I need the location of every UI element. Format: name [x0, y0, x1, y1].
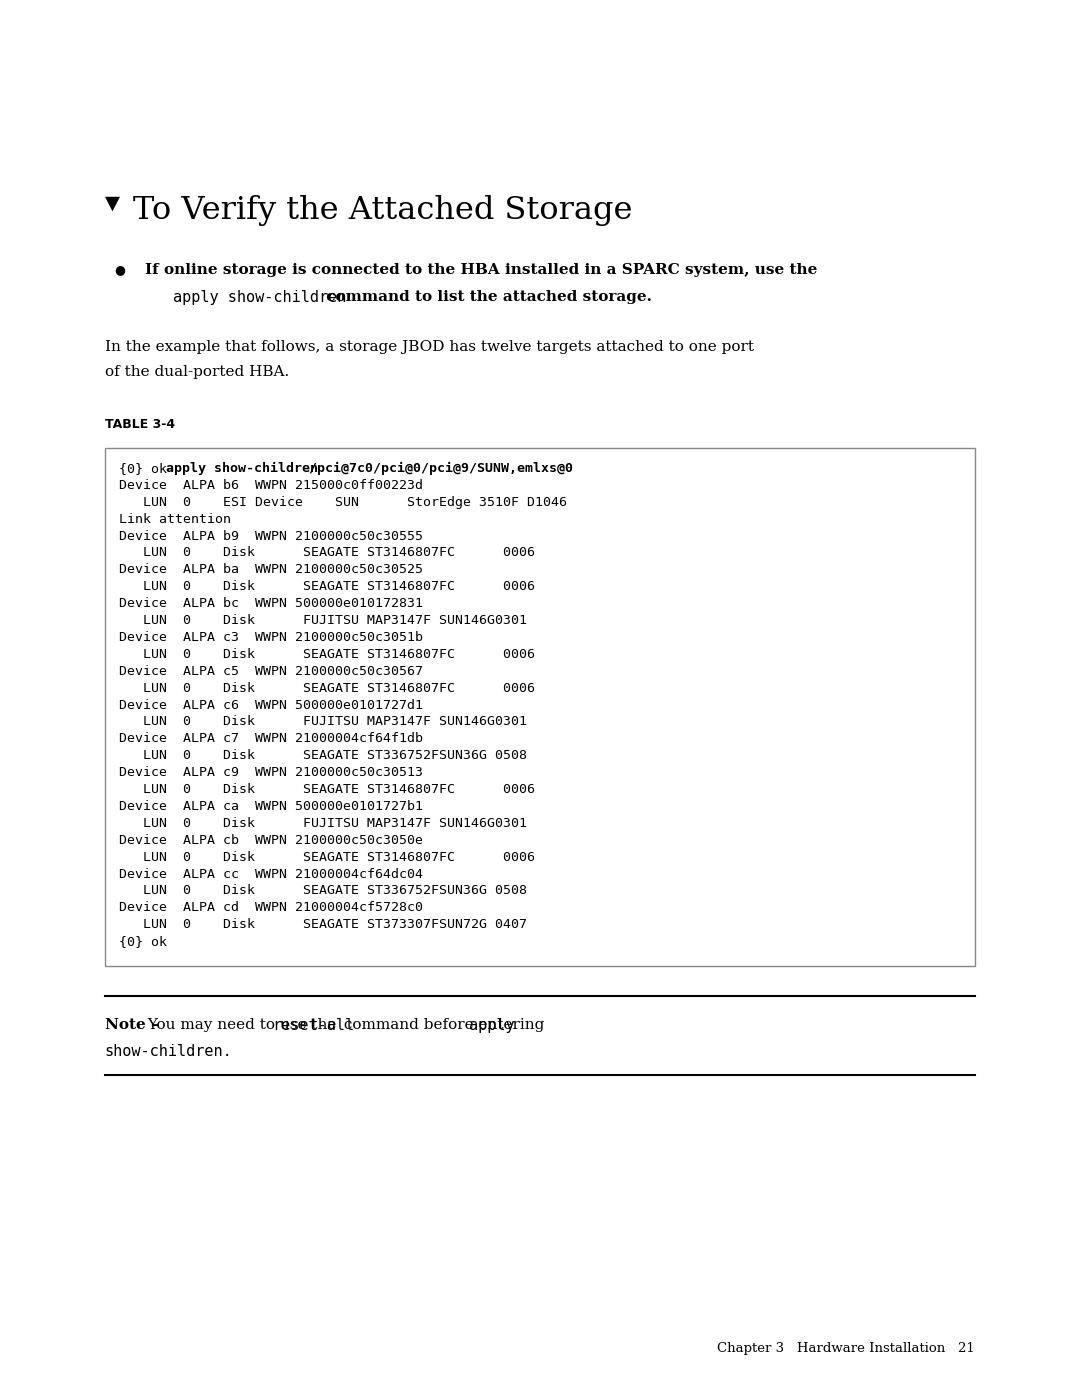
Text: LUN  0    Disk      SEAGATE ST3146807FC      0006: LUN 0 Disk SEAGATE ST3146807FC 0006 [119, 682, 535, 694]
Text: LUN  0    Disk      FUJITSU MAP3147F SUN146G0301: LUN 0 Disk FUJITSU MAP3147F SUN146G0301 [119, 715, 527, 728]
Text: LUN  0    Disk      SEAGATE ST3146807FC      0006: LUN 0 Disk SEAGATE ST3146807FC 0006 [119, 784, 535, 796]
Text: Device  ALPA cb  WWPN 2100000c50c3050e: Device ALPA cb WWPN 2100000c50c3050e [119, 834, 422, 847]
Text: LUN  0    Disk      SEAGATE ST336752FSUN36G 0508: LUN 0 Disk SEAGATE ST336752FSUN36G 0508 [119, 884, 527, 897]
Text: Device  ALPA cc  WWPN 21000004cf64dc04: Device ALPA cc WWPN 21000004cf64dc04 [119, 868, 422, 880]
Text: Device  ALPA c3  WWPN 2100000c50c3051b: Device ALPA c3 WWPN 2100000c50c3051b [119, 631, 422, 644]
Text: Device  ALPA cd  WWPN 21000004cf5728c0: Device ALPA cd WWPN 21000004cf5728c0 [119, 901, 422, 914]
Text: LUN  0    Disk      SEAGATE ST3146807FC      0006: LUN 0 Disk SEAGATE ST3146807FC 0006 [119, 580, 535, 594]
Text: Device  ALPA ba  WWPN 2100000c50c30525: Device ALPA ba WWPN 2100000c50c30525 [119, 563, 422, 577]
Text: Chapter 3   Hardware Installation   21: Chapter 3 Hardware Installation 21 [717, 1343, 975, 1355]
Text: Note –: Note – [105, 1018, 159, 1032]
Text: Link attention: Link attention [119, 513, 231, 525]
Text: {0} ok: {0} ok [119, 935, 166, 949]
Text: LUN  0    Disk      SEAGATE ST3146807FC      0006: LUN 0 Disk SEAGATE ST3146807FC 0006 [119, 851, 535, 863]
FancyBboxPatch shape [105, 448, 975, 965]
Text: To Verify the Attached Storage: To Verify the Attached Storage [133, 196, 632, 226]
Text: apply show-children: apply show-children [173, 291, 346, 305]
Text: LUN  0    ESI Device    SUN      StorEdge 3510F D1046: LUN 0 ESI Device SUN StorEdge 3510F D104… [119, 496, 567, 509]
Text: /pci@7c0/pci@0/pci@9/SUNW,emlxs@0: /pci@7c0/pci@0/pci@9/SUNW,emlxs@0 [293, 462, 573, 475]
Text: LUN  0    Disk      SEAGATE ST373307FSUN72G 0407: LUN 0 Disk SEAGATE ST373307FSUN72G 0407 [119, 918, 527, 932]
Text: Device  ALPA b9  WWPN 2100000c50c30555: Device ALPA b9 WWPN 2100000c50c30555 [119, 529, 422, 542]
Text: ▼: ▼ [105, 196, 126, 212]
Text: {0} ok: {0} ok [119, 462, 175, 475]
Text: Device  ALPA c6  WWPN 500000e0101727d1: Device ALPA c6 WWPN 500000e0101727d1 [119, 698, 422, 711]
Text: apply show-children: apply show-children [165, 462, 318, 475]
Text: apply: apply [469, 1018, 514, 1032]
Text: command to list the attached storage.: command to list the attached storage. [321, 291, 652, 305]
Text: reset-all: reset-all [272, 1018, 354, 1032]
Text: Device  ALPA c7  WWPN 21000004cf64f1db: Device ALPA c7 WWPN 21000004cf64f1db [119, 732, 422, 746]
Text: You may need to use the: You may need to use the [143, 1018, 341, 1032]
Text: Device  ALPA b6  WWPN 215000c0ff00223d: Device ALPA b6 WWPN 215000c0ff00223d [119, 479, 422, 492]
Text: ●: ● [114, 263, 125, 277]
Text: In the example that follows, a storage JBOD has twelve targets attached to one p: In the example that follows, a storage J… [105, 339, 754, 353]
Text: TABLE 3-4: TABLE 3-4 [105, 418, 175, 432]
Text: Device  ALPA ca  WWPN 500000e0101727b1: Device ALPA ca WWPN 500000e0101727b1 [119, 800, 422, 813]
Text: Device  ALPA c5  WWPN 2100000c50c30567: Device ALPA c5 WWPN 2100000c50c30567 [119, 665, 422, 678]
Text: command before entering: command before entering [339, 1018, 550, 1032]
Text: Device  ALPA c9  WWPN 2100000c50c30513: Device ALPA c9 WWPN 2100000c50c30513 [119, 766, 422, 780]
Text: LUN  0    Disk      SEAGATE ST3146807FC      0006: LUN 0 Disk SEAGATE ST3146807FC 0006 [119, 546, 535, 559]
Text: LUN  0    Disk      SEAGATE ST3146807FC      0006: LUN 0 Disk SEAGATE ST3146807FC 0006 [119, 648, 535, 661]
Text: LUN  0    Disk      SEAGATE ST336752FSUN36G 0508: LUN 0 Disk SEAGATE ST336752FSUN36G 0508 [119, 749, 527, 763]
Text: show-children.: show-children. [105, 1044, 232, 1059]
Text: LUN  0    Disk      FUJITSU MAP3147F SUN146G0301: LUN 0 Disk FUJITSU MAP3147F SUN146G0301 [119, 615, 527, 627]
Text: Device  ALPA bc  WWPN 500000e010172831: Device ALPA bc WWPN 500000e010172831 [119, 597, 422, 610]
Text: of the dual-ported HBA.: of the dual-ported HBA. [105, 365, 289, 379]
Text: If online storage is connected to the HBA installed in a SPARC system, use the: If online storage is connected to the HB… [145, 263, 818, 277]
Text: LUN  0    Disk      FUJITSU MAP3147F SUN146G0301: LUN 0 Disk FUJITSU MAP3147F SUN146G0301 [119, 817, 527, 830]
